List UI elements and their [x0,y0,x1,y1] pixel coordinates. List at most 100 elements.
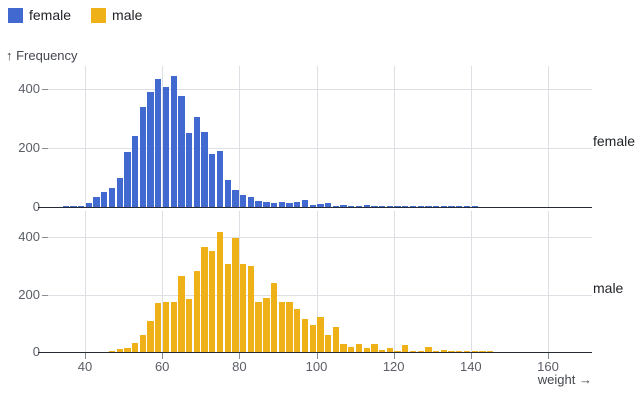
histogram-bar-female [101,191,108,207]
histogram-bar-male [286,302,293,352]
histogram-bar-male [255,302,262,352]
y-gridline [48,148,592,149]
x-tick-label: 120 [382,359,405,374]
histogram-bar-male [263,297,270,352]
histogram-bar-female [132,136,139,207]
x-tick-label: 80 [232,359,247,374]
histogram-bar-female [162,87,170,207]
histogram-bar-male [301,319,309,352]
facet-label-female: female [593,133,636,149]
histogram-bar-male [209,251,216,352]
histogram-bar-female [417,206,424,207]
x-tick-mark [547,353,549,359]
histogram-bar-female [224,180,231,207]
x-tick-label: 100 [305,359,328,374]
histogram-bar-male [201,246,208,352]
x-gridline [547,66,549,207]
x-gridline [316,66,318,207]
histogram-bar-male [371,344,378,352]
histogram-bar-male [471,351,478,352]
female-swatch-icon [8,8,23,23]
histogram-bar-female [124,152,131,207]
histogram-bar-female [371,206,378,207]
legend-label-female: female [29,7,72,23]
histogram-bar-female [139,106,147,207]
histogram-bar-female [78,206,85,207]
histogram-bar-female [402,206,409,207]
histogram-bar-female [409,205,417,207]
x-axis-title: weight → [537,372,592,387]
x-tick-mark [470,353,472,359]
y-gridline [48,294,592,296]
histogram-bar-female [309,204,316,207]
histogram-bar-female [278,201,285,207]
histogram-bar-female [425,206,432,207]
histogram-bar-female [216,150,224,207]
histogram-bar-male [386,347,393,352]
x-gridline [162,66,164,207]
histogram-bar-male [425,346,432,352]
x-tick-label: 160 [537,359,559,374]
histogram-bar-male [139,334,147,352]
histogram-bar-male [170,302,177,352]
histogram-bar-female [294,202,301,207]
x-gridline [162,211,164,352]
histogram-bar-female [324,203,332,207]
histogram-bar-female [193,117,201,207]
histogram-bar-female [232,190,239,207]
histogram-bar-female [286,203,293,207]
male-swatch-icon [91,8,107,23]
legend-label-male: male [112,7,143,23]
histogram-bar-male [394,350,401,352]
histogram-bar-female [201,131,208,207]
y-axis-title: ↑ Frequency [6,48,78,63]
x-tick-mark [316,353,318,359]
y-tick-label: 400 [18,229,40,244]
histogram-bar-male [417,351,424,352]
histogram-bar-male [278,302,285,352]
x-tick-label: 60 [154,359,170,374]
y-tick-label: 0 [32,199,40,214]
x-gridline [470,211,472,352]
histogram-bar-male [409,351,417,352]
histogram-bar-male [270,283,278,352]
histogram-bar-female [170,76,177,207]
histogram-bar-male [247,265,255,352]
y-tick-label: 200 [18,140,40,155]
facet-baseline [38,352,592,353]
histogram-bar-male [193,270,201,352]
x-gridline [239,211,241,352]
histogram-bar-female [348,206,355,207]
histogram-bar-female [332,206,339,207]
y-tick-mark [41,294,48,296]
y-tick-mark [41,89,48,90]
legend: female male [8,8,142,23]
histogram-bar-female [432,206,440,207]
histogram-bar-female [186,133,193,207]
x-gridline [393,211,395,352]
x-tick-mark [162,353,164,359]
x-tick-mark [85,353,87,359]
histogram-bar-female [394,205,401,207]
histogram-bar-male [162,302,170,352]
histogram-bar-female [363,205,370,207]
histogram-bar-male [432,351,440,352]
x-tick-mark [393,353,395,359]
histogram-bar-female [255,200,262,207]
histogram-bar-male [340,343,347,352]
y-gridline [48,89,592,90]
histogram-bar-male [240,264,247,352]
histogram-bar-male [348,346,355,352]
x-gridline [393,66,395,207]
histogram-bar-female [378,205,386,207]
histogram-bar-male [294,308,301,352]
histogram-bar-male [463,351,471,352]
histogram-bar-male [224,264,231,352]
histogram-bar-male [324,335,332,352]
y-tick-mark [41,148,48,149]
x-gridline [470,66,472,207]
histogram-bar-female [247,197,255,207]
histogram-bar-female [155,79,162,207]
histogram-bar-female [147,91,154,207]
